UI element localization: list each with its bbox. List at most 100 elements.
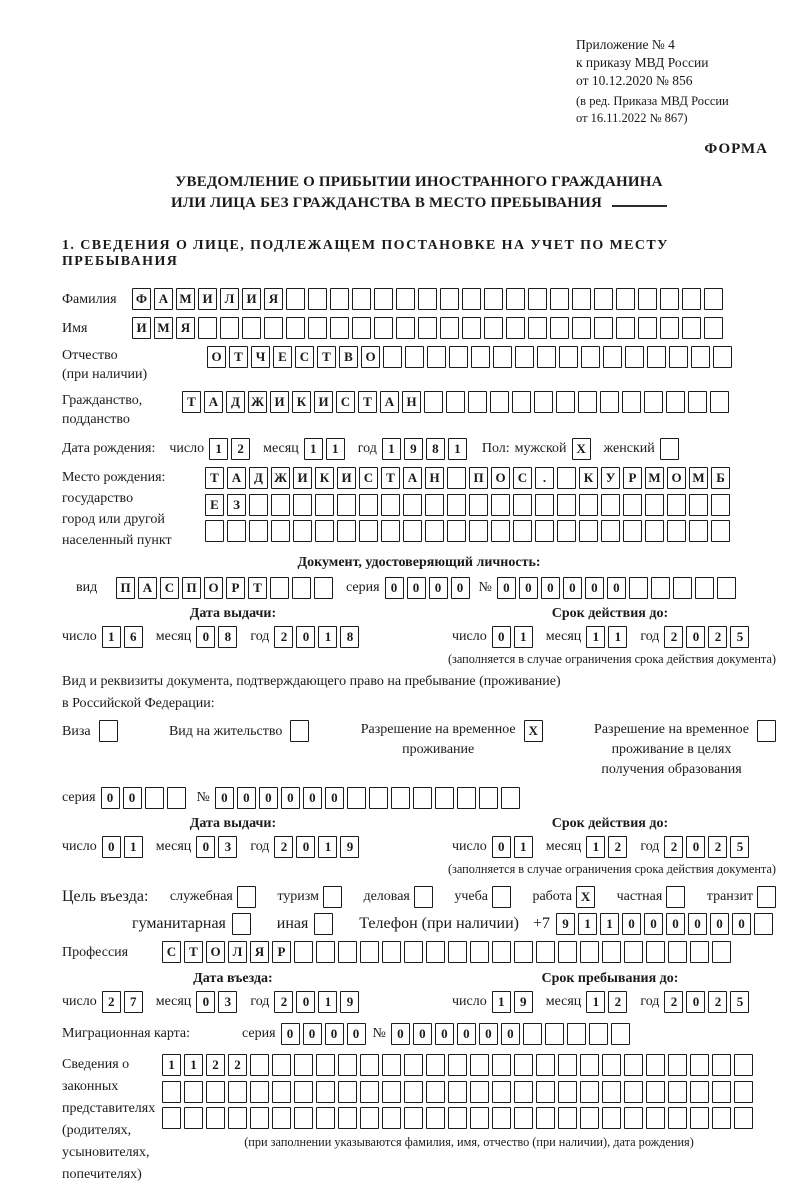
purpose-transit-checkbox[interactable]: [756, 886, 776, 908]
char-cell[interactable]: 0: [390, 1023, 410, 1045]
char-cell[interactable]: [711, 520, 730, 543]
char-cell[interactable]: [559, 346, 578, 368]
char-cell[interactable]: [500, 787, 520, 809]
char-cell[interactable]: [672, 577, 692, 599]
char-cell[interactable]: [616, 288, 635, 310]
char-cell[interactable]: 0: [346, 1023, 366, 1045]
char-cell[interactable]: [470, 1054, 489, 1076]
char-cell[interactable]: 0: [384, 577, 404, 599]
char-cell[interactable]: О: [204, 577, 223, 599]
purpose-study-checkbox[interactable]: [491, 886, 511, 908]
char-cell[interactable]: 1: [600, 913, 619, 935]
char-cell[interactable]: М: [689, 467, 708, 489]
char-cell[interactable]: [537, 346, 556, 368]
char-cell[interactable]: С: [160, 577, 179, 599]
char-cell[interactable]: 0: [478, 1023, 498, 1045]
char-cell[interactable]: [206, 1080, 225, 1103]
char-cell[interactable]: [536, 1054, 555, 1076]
char-cell[interactable]: С: [162, 941, 181, 963]
char-cell[interactable]: [514, 1054, 533, 1076]
char-cell[interactable]: [557, 493, 576, 516]
char-cell[interactable]: О: [207, 346, 226, 368]
char-cell[interactable]: [294, 1080, 313, 1103]
char-cell[interactable]: [404, 1107, 423, 1130]
char-cell[interactable]: [734, 1054, 753, 1076]
char-cell[interactable]: 1: [513, 836, 533, 858]
char-cell[interactable]: [579, 520, 598, 543]
char-cell[interactable]: [314, 577, 333, 599]
char-cell[interactable]: [710, 391, 729, 413]
char-cell[interactable]: [602, 1080, 621, 1103]
char-cell[interactable]: [490, 391, 509, 413]
char-cell[interactable]: [666, 391, 685, 413]
char-cell[interactable]: [594, 288, 613, 310]
char-cell[interactable]: 1: [318, 836, 338, 858]
char-cell[interactable]: [506, 317, 525, 339]
char-cell[interactable]: [544, 1023, 564, 1045]
char-cell[interactable]: [690, 941, 709, 963]
char-cell[interactable]: [550, 317, 569, 339]
char-cell[interactable]: А: [154, 288, 173, 310]
char-cell[interactable]: [426, 941, 445, 963]
char-cell[interactable]: [610, 1023, 630, 1045]
char-cell[interactable]: [580, 1107, 599, 1130]
char-cell[interactable]: 0: [100, 787, 120, 809]
char-cell[interactable]: [426, 1080, 445, 1103]
char-cell[interactable]: Д: [249, 467, 268, 489]
char-cell[interactable]: [425, 493, 444, 516]
char-cell[interactable]: 2: [608, 836, 628, 858]
char-cell[interactable]: [624, 941, 643, 963]
char-cell[interactable]: И: [270, 391, 289, 413]
char-cell[interactable]: [338, 941, 357, 963]
char-cell[interactable]: 1: [318, 991, 338, 1013]
char-cell[interactable]: [249, 520, 268, 543]
char-cell[interactable]: [440, 317, 459, 339]
char-cell[interactable]: [536, 941, 555, 963]
char-cell[interactable]: Е: [273, 346, 292, 368]
char-cell[interactable]: [470, 1080, 489, 1103]
char-cell[interactable]: 2: [608, 991, 628, 1013]
char-cell[interactable]: Т: [317, 346, 336, 368]
char-cell[interactable]: С: [513, 467, 532, 489]
char-cell[interactable]: М: [154, 317, 173, 339]
char-cell[interactable]: Р: [272, 941, 291, 963]
char-cell[interactable]: А: [227, 467, 246, 489]
char-cell[interactable]: [242, 317, 261, 339]
char-cell[interactable]: 1: [184, 1054, 203, 1076]
char-cell[interactable]: [689, 520, 708, 543]
char-cell[interactable]: Т: [248, 577, 267, 599]
char-cell[interactable]: [448, 1054, 467, 1076]
char-cell[interactable]: 2: [664, 836, 684, 858]
char-cell[interactable]: 0: [666, 913, 685, 935]
char-cell[interactable]: 0: [296, 836, 316, 858]
char-cell[interactable]: [557, 467, 576, 489]
char-cell[interactable]: Ч: [251, 346, 270, 368]
char-cell[interactable]: [557, 520, 576, 543]
char-cell[interactable]: [712, 1107, 731, 1130]
char-cell[interactable]: [462, 288, 481, 310]
purpose-private-checkbox[interactable]: [666, 886, 686, 908]
char-cell[interactable]: [250, 1080, 269, 1103]
char-cell[interactable]: [330, 317, 349, 339]
char-cell[interactable]: [338, 1080, 357, 1103]
char-cell[interactable]: Е: [205, 493, 224, 516]
char-cell[interactable]: 1: [491, 991, 511, 1013]
char-cell[interactable]: [682, 288, 701, 310]
char-cell[interactable]: [644, 391, 663, 413]
char-cell[interactable]: .: [535, 467, 554, 489]
char-cell[interactable]: [550, 288, 569, 310]
temp-residence-permit-checkbox[interactable]: X: [523, 720, 543, 742]
char-cell[interactable]: О: [667, 467, 686, 489]
char-cell[interactable]: [660, 288, 679, 310]
char-cell[interactable]: А: [138, 577, 157, 599]
char-cell[interactable]: О: [491, 467, 510, 489]
char-cell[interactable]: 2: [708, 626, 728, 648]
char-cell[interactable]: [294, 1107, 313, 1130]
char-cell[interactable]: [603, 346, 622, 368]
char-cell[interactable]: [448, 1080, 467, 1103]
char-cell[interactable]: [162, 1107, 181, 1130]
char-cell[interactable]: С: [295, 346, 314, 368]
char-cell[interactable]: [513, 520, 532, 543]
char-cell[interactable]: [716, 577, 736, 599]
char-cell[interactable]: 0: [540, 577, 560, 599]
